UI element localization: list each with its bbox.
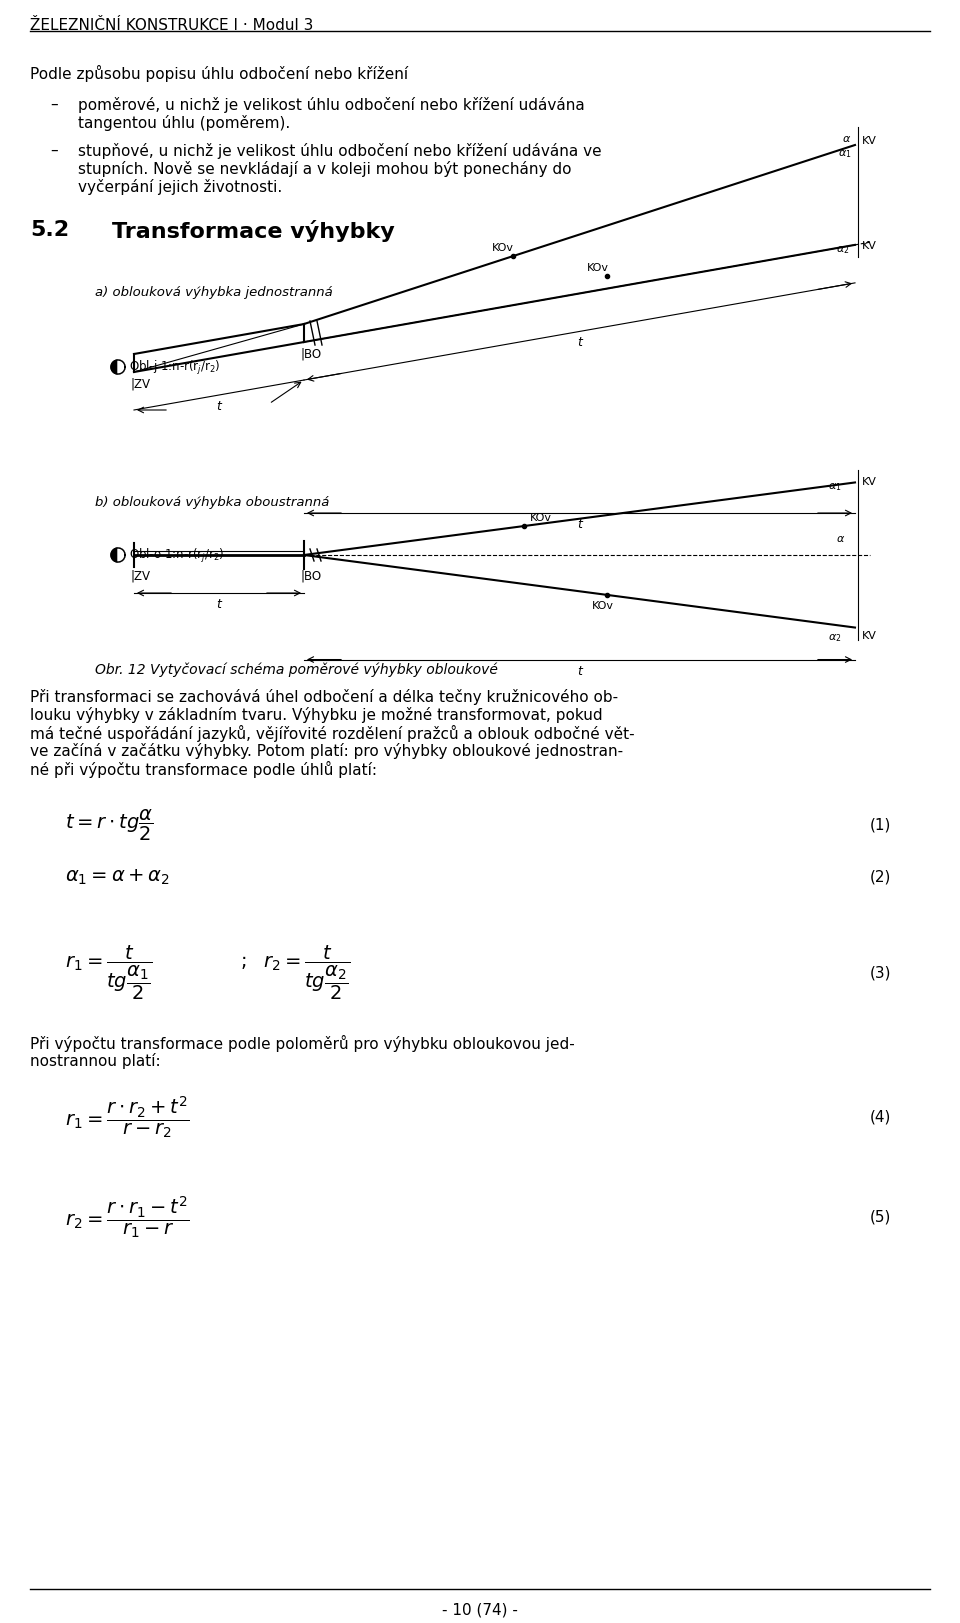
Text: |ZV: |ZV: [130, 377, 150, 390]
Text: Při transformaci se zachovává úhel odbočení a délka tečny kružnicového ob-: Při transformaci se zachovává úhel odboč…: [30, 688, 618, 704]
Text: Obl-j 1:n-r(r$_j$/r$_2$): Obl-j 1:n-r(r$_j$/r$_2$): [129, 359, 221, 377]
Text: Podle způsobu popisu úhlu odbočení nebo křížení: Podle způsobu popisu úhlu odbočení nebo …: [30, 65, 408, 83]
Text: (4): (4): [870, 1109, 892, 1123]
Text: (2): (2): [870, 868, 892, 885]
Text: $\alpha_2$: $\alpha_2$: [828, 631, 842, 644]
Text: má tečné uspořádání jazyků, vějířovité rozdělení pražců a oblouk odbočné vět-: má tečné uspořádání jazyků, vějířovité r…: [30, 724, 635, 742]
Text: 5.2: 5.2: [30, 219, 69, 240]
Text: $;\ \ r_2 = \dfrac{t}{tg\dfrac{\alpha_2}{2}}$: $;\ \ r_2 = \dfrac{t}{tg\dfrac{\alpha_2}…: [240, 943, 350, 1001]
Text: ŽELEZNIČNÍ KONSTRUKCE I · Modul 3: ŽELEZNIČNÍ KONSTRUKCE I · Modul 3: [30, 18, 313, 32]
Text: |ZV: |ZV: [130, 570, 150, 583]
Text: KOv: KOv: [592, 601, 614, 610]
Text: tangentou úhlu (poměrem).: tangentou úhlu (poměrem).: [78, 115, 290, 131]
Text: né při výpočtu transformace podle úhlů platí:: né při výpočtu transformace podle úhlů p…: [30, 761, 377, 777]
Text: (3): (3): [870, 966, 892, 980]
Polygon shape: [118, 360, 125, 375]
Text: stupních. Nově se nevkládají a v koleji mohou být ponechány do: stupních. Nově se nevkládají a v koleji …: [78, 161, 571, 177]
Text: Transformace výhybky: Transformace výhybky: [112, 219, 395, 242]
Text: ve začíná v začátku výhybky. Potom platí: pro výhybky obloukové jednostran-: ve začíná v začátku výhybky. Potom platí…: [30, 743, 623, 758]
Text: $\alpha_2$: $\alpha_2$: [836, 243, 850, 255]
Text: $\alpha_1$: $\alpha_1$: [828, 480, 842, 493]
Text: $\alpha_1$: $\alpha_1$: [838, 148, 852, 159]
Text: louku výhybky v základním tvaru. Výhybku je možné transformovat, pokud: louku výhybky v základním tvaru. Výhybku…: [30, 706, 603, 722]
Text: KOv: KOv: [492, 243, 514, 253]
Text: t: t: [217, 399, 222, 412]
Text: KV: KV: [862, 136, 876, 146]
Text: KV: KV: [862, 477, 876, 487]
Text: $t = r \cdot tg\dfrac{\alpha}{2}$: $t = r \cdot tg\dfrac{\alpha}{2}$: [65, 807, 154, 842]
Text: |BO: |BO: [300, 347, 322, 360]
Text: $\alpha$: $\alpha$: [836, 534, 845, 544]
Text: $\alpha$: $\alpha$: [842, 135, 852, 144]
Text: KOv: KOv: [529, 513, 551, 523]
Text: poměrové, u nichž je velikost úhlu odbočení nebo křížení udávána: poměrové, u nichž je velikost úhlu odboč…: [78, 97, 585, 114]
Text: - 10 (74) -: - 10 (74) -: [442, 1602, 518, 1617]
Text: KV: KV: [862, 240, 876, 250]
Polygon shape: [111, 549, 125, 563]
Polygon shape: [118, 549, 125, 563]
Text: Obr. 12 Vytyčovací schéma poměrové výhybky obloukové: Obr. 12 Vytyčovací schéma poměrové výhyb…: [95, 662, 498, 677]
Text: KV: KV: [862, 630, 876, 639]
Text: (1): (1): [870, 816, 892, 833]
Text: t: t: [577, 336, 582, 349]
Text: t: t: [217, 597, 222, 610]
Text: t: t: [577, 518, 582, 531]
Text: $r_1 = \dfrac{r \cdot r_2 + t^2}{r - r_2}$: $r_1 = \dfrac{r \cdot r_2 + t^2}{r - r_2…: [65, 1094, 189, 1139]
Text: |BO: |BO: [300, 570, 322, 583]
Text: Při výpočtu transformace podle poloměrů pro výhybku obloukovou jed-: Při výpočtu transformace podle poloměrů …: [30, 1034, 575, 1052]
Text: b) oblouková výhybka oboustranná: b) oblouková výhybka oboustranná: [95, 495, 329, 508]
Text: t: t: [577, 664, 582, 677]
Text: Obl-o 1:n-r(r$_j$/r$_2$): Obl-o 1:n-r(r$_j$/r$_2$): [129, 547, 225, 565]
Text: (5): (5): [870, 1209, 892, 1224]
Text: $\alpha_1 = \alpha + \alpha_2$: $\alpha_1 = \alpha + \alpha_2$: [65, 867, 170, 886]
Text: KOv: KOv: [588, 263, 609, 273]
Text: stupňové, u nichž je velikost úhlu odbočení nebo křížení udávána ve: stupňové, u nichž je velikost úhlu odboč…: [78, 143, 602, 159]
Text: nostrannou platí:: nostrannou platí:: [30, 1052, 160, 1068]
Text: $r_1 = \dfrac{t}{tg\dfrac{\alpha_1}{2}}$: $r_1 = \dfrac{t}{tg\dfrac{\alpha_1}{2}}$: [65, 943, 153, 1001]
Polygon shape: [111, 360, 125, 375]
Text: vyčerpání jejich životnosti.: vyčerpání jejich životnosti.: [78, 179, 282, 195]
Text: $r_2 = \dfrac{r \cdot r_1 - t^2}{r_1 - r}$: $r_2 = \dfrac{r \cdot r_1 - t^2}{r_1 - r…: [65, 1193, 189, 1238]
Text: a) oblouková výhybka jednostranná: a) oblouková výhybka jednostranná: [95, 286, 333, 299]
Text: –: –: [50, 143, 58, 157]
Text: –: –: [50, 97, 58, 112]
